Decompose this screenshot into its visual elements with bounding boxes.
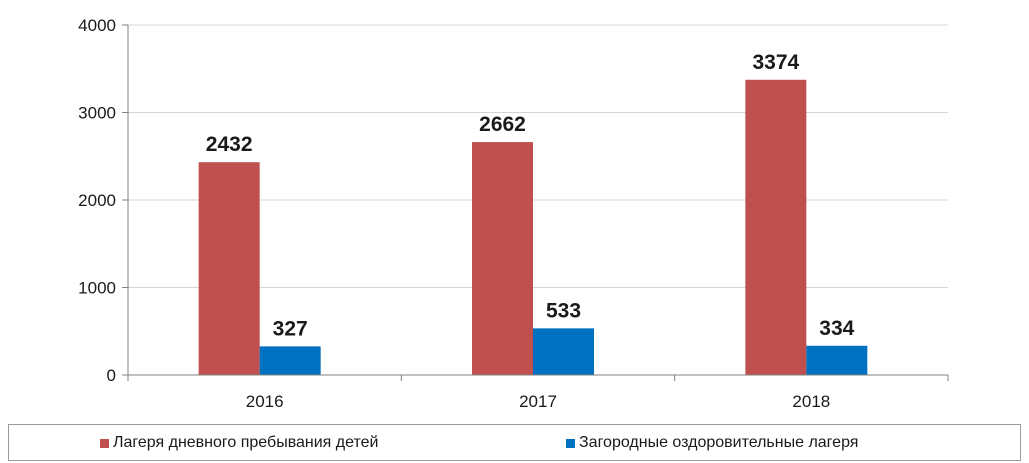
x-tick-label-2016: 2016 xyxy=(246,392,284,411)
x-tick-label-2017: 2017 xyxy=(519,392,557,411)
legend-label-day-camps: Лагеря дневного пребывания детей xyxy=(113,434,379,451)
legend-swatch-day-camps xyxy=(100,438,109,448)
bar-country-camps-2018 xyxy=(806,345,868,375)
legend-swatch-country-camps xyxy=(566,438,575,448)
legend-item-country-camps: Загородные оздоровительные лагеря xyxy=(566,434,858,452)
bar-country-camps-2017 xyxy=(533,328,594,375)
y-tick-label-4000: 4000 xyxy=(78,16,116,35)
data-label-day-camps-2016: 2432 xyxy=(206,133,253,156)
legend: Лагеря дневного пребывания детей Загород… xyxy=(8,424,1021,461)
data-label-day-camps-2018: 3374 xyxy=(752,51,799,74)
gridlines xyxy=(128,24,948,288)
legend-label-country-camps: Загородные оздоровительные лагеря xyxy=(579,434,859,451)
bar-day-camps-2018 xyxy=(745,79,807,376)
bar-day-camps-2016 xyxy=(198,162,260,375)
data-label-country-camps-2018: 334 xyxy=(819,317,854,340)
y-tick-label-0: 0 xyxy=(107,366,116,385)
y-tick-label-3000: 3000 xyxy=(78,104,116,123)
bar-chart: 0 1000 2000 3000 4000 2432 327 2016 2662 533 2017 3… xyxy=(78,16,949,411)
data-label-country-camps-2017: 533 xyxy=(546,299,581,322)
x-tick-label-2018: 2018 xyxy=(792,392,830,411)
axes xyxy=(122,24,949,381)
labels: 0 1000 2000 3000 4000 2432 327 2016 2662 533 2017 3… xyxy=(78,16,854,411)
bar-day-camps-2017 xyxy=(472,142,533,375)
y-tick-label-1000: 1000 xyxy=(78,279,116,298)
data-label-country-camps-2016: 327 xyxy=(273,317,308,340)
legend-item-day-camps: Лагеря дневного пребывания детей xyxy=(100,434,378,452)
bar-country-camps-2016 xyxy=(259,346,321,375)
data-label-day-camps-2017: 2662 xyxy=(479,113,526,136)
y-tick-label-2000: 2000 xyxy=(78,191,116,210)
bars xyxy=(198,79,868,376)
